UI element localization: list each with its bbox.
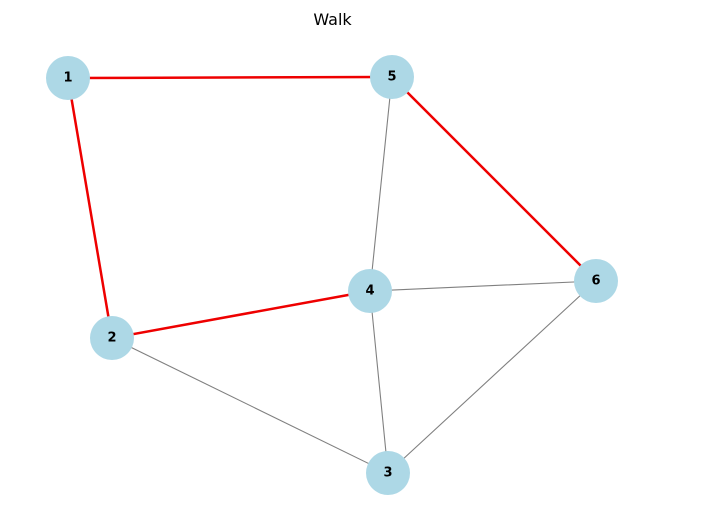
edge-5-6-highlighted: [390, 75, 598, 283]
node-3: 3: [366, 451, 410, 495]
node-5: 5: [370, 55, 414, 99]
graph-title: Walk: [313, 10, 352, 29]
node-4: 4: [348, 269, 392, 313]
node-label-1: 1: [63, 71, 72, 86]
node-circle-1: [46, 56, 90, 100]
node-label-2: 2: [107, 331, 116, 346]
node-circle-5: [370, 55, 414, 99]
edge-6-3: [387, 280, 597, 474]
node-1: 1: [46, 56, 90, 100]
node-6: 6: [574, 259, 618, 303]
nodes-layer: 1 2 3 4 5 6: [46, 55, 618, 495]
edge-1-2-highlighted: [66, 76, 114, 340]
node-label-4: 4: [365, 284, 374, 299]
node-2: 2: [90, 316, 134, 360]
edge-1-5-highlighted: [66, 75, 394, 80]
edge-5-4: [369, 76, 393, 292]
edges-layer: [66, 75, 598, 474]
node-label-3: 3: [383, 466, 392, 481]
node-circle-4: [348, 269, 392, 313]
edge-4-3: [369, 290, 389, 474]
node-circle-6: [574, 259, 618, 303]
edge-2-4-highlighted: [110, 289, 372, 340]
edge-2-3: [111, 337, 389, 474]
node-circle-3: [366, 451, 410, 495]
node-label-6: 6: [591, 274, 600, 289]
node-circle-2: [90, 316, 134, 360]
node-label-5: 5: [387, 70, 396, 85]
edge-4-6: [369, 280, 597, 292]
